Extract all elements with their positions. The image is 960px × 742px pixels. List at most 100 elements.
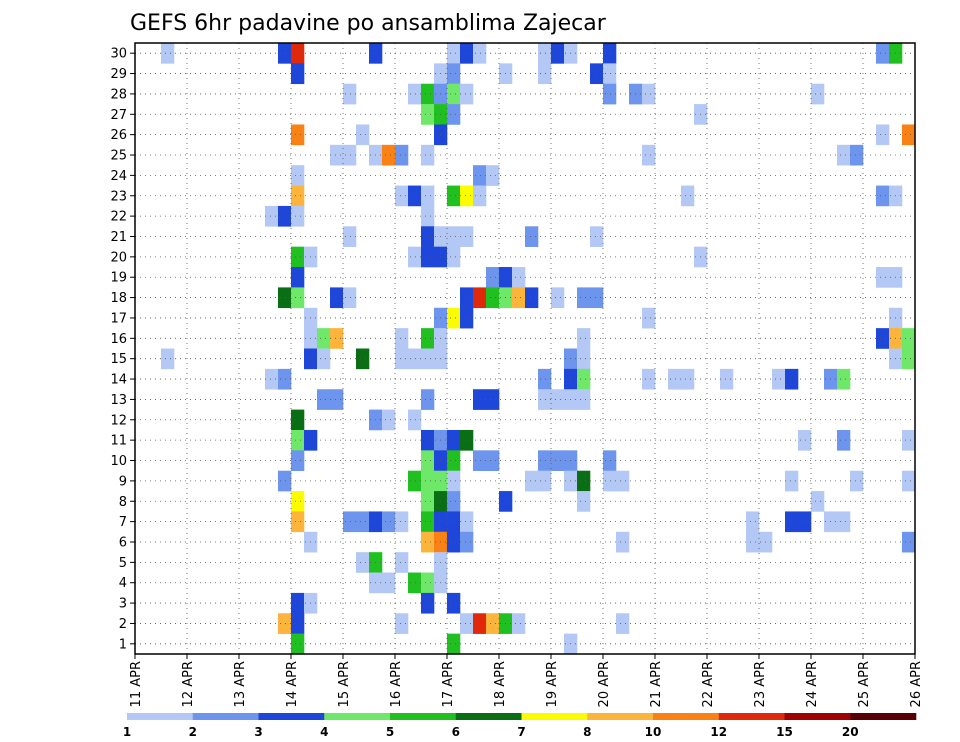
x-tick-label: 25 APR	[857, 661, 872, 707]
heatmap-cell	[421, 429, 435, 451]
heatmap-cell	[330, 328, 344, 349]
x-tick-label: 23 APR	[753, 661, 768, 707]
heatmap-cell	[486, 165, 500, 186]
heatmap-cell	[421, 104, 435, 125]
heatmap-cell	[642, 144, 656, 166]
heatmap-cell	[408, 470, 422, 492]
heatmap-cell	[876, 328, 890, 349]
heatmap-cell	[356, 124, 370, 146]
heatmap-cell	[421, 226, 435, 247]
plot-frame	[134, 42, 916, 655]
heatmap-cell	[746, 531, 760, 553]
heatmap-cell	[460, 307, 474, 329]
colorbar-swatch	[718, 713, 785, 720]
heatmap-cell	[447, 43, 461, 64]
heatmap-cell	[538, 43, 552, 64]
heatmap-cell	[421, 246, 435, 268]
heatmap-cell	[603, 83, 617, 105]
y-tick-label: 10	[110, 454, 127, 469]
heatmap-cell	[161, 43, 175, 64]
heatmap-cell	[291, 409, 305, 431]
heatmap-cell	[577, 368, 591, 390]
colorbar-swatch	[390, 713, 457, 720]
y-tick-label: 8	[119, 495, 127, 510]
colorbar-swatch	[850, 713, 917, 720]
colorbar-label: 5	[386, 725, 394, 739]
heatmap-cell	[642, 83, 656, 105]
heatmap-cell	[447, 63, 461, 85]
colorbar-swatch	[784, 713, 851, 720]
heatmap-cell	[447, 246, 461, 268]
heatmap-cell	[850, 470, 864, 492]
heatmap-cell	[603, 43, 617, 64]
heatmap-cell	[590, 287, 604, 309]
y-tick-label: 12	[110, 413, 127, 428]
y-tick-label: 15	[110, 352, 127, 367]
heatmap-cell	[161, 348, 175, 370]
heatmap-cell	[447, 307, 461, 329]
heatmap-cell	[382, 511, 396, 533]
heatmap-cell	[291, 124, 305, 146]
y-tick-label: 30	[110, 47, 127, 62]
heatmap-cell	[395, 511, 409, 533]
heatmap-cell	[291, 185, 305, 207]
heatmap-cell	[447, 450, 461, 471]
heatmap-cell	[278, 287, 292, 309]
y-axis: 1234567891011121314151617181920212223242…	[110, 47, 135, 652]
y-tick-label: 13	[110, 393, 127, 408]
grid-layer	[135, 43, 915, 654]
cells-layer	[161, 43, 916, 655]
heatmap-cell	[395, 552, 409, 573]
heatmap-cell	[382, 409, 396, 431]
heatmap-cell	[395, 328, 409, 349]
heatmap-cell	[291, 429, 305, 451]
heatmap-cell	[473, 185, 487, 207]
heatmap-cell	[421, 592, 435, 614]
heatmap-cell	[421, 511, 435, 533]
heatmap-cell	[447, 491, 461, 512]
heatmap-cell	[447, 104, 461, 125]
heatmap-cell	[356, 348, 370, 370]
heatmap-cell	[460, 83, 474, 105]
heatmap-cell	[421, 470, 435, 492]
heatmap-cell	[577, 491, 591, 512]
heatmap-cell	[460, 226, 474, 247]
heatmap-cell	[876, 43, 890, 64]
heatmap-cell	[291, 592, 305, 614]
heatmap-cell	[278, 470, 292, 492]
heatmap-cell	[512, 613, 526, 634]
heatmap-cell	[577, 348, 591, 370]
heatmap-cell	[538, 450, 552, 471]
heatmap-cell	[278, 205, 292, 227]
heatmap-cell	[265, 368, 279, 390]
heatmap-cell	[577, 328, 591, 349]
heatmap-cell	[525, 287, 539, 309]
heatmap-cell	[408, 409, 422, 431]
heatmap-cell	[395, 144, 409, 166]
colorbar-swatch	[258, 713, 325, 720]
colorbar: 1 2 3 4 5 6 7 8 10 12 15 20	[123, 713, 917, 739]
heatmap-cell	[460, 43, 474, 64]
x-tick-label: 20 APR	[597, 661, 612, 707]
heatmap-cell	[577, 470, 591, 492]
heatmap-cell	[343, 511, 357, 533]
heatmap-cell	[512, 267, 526, 288]
heatmap-cell	[343, 144, 357, 166]
colorbar-swatch	[653, 713, 720, 720]
x-tick-label: 11 APR	[129, 661, 144, 707]
heatmap-cell	[447, 185, 461, 207]
colorbar-label: 15	[776, 725, 793, 739]
heatmap-cell	[538, 389, 552, 410]
heatmap-cell	[447, 511, 461, 533]
y-tick-label: 6	[119, 535, 127, 550]
heatmap-cell	[291, 63, 305, 85]
heatmap-cell	[447, 592, 461, 614]
heatmap-cell	[421, 531, 435, 553]
heatmap-cell	[473, 389, 487, 410]
heatmap-cell	[408, 246, 422, 268]
heatmap-cell	[317, 348, 331, 370]
heatmap-cell	[473, 450, 487, 471]
heatmap-cell	[291, 43, 305, 64]
heatmap-cell	[811, 83, 825, 105]
heatmap-cell	[343, 83, 357, 105]
